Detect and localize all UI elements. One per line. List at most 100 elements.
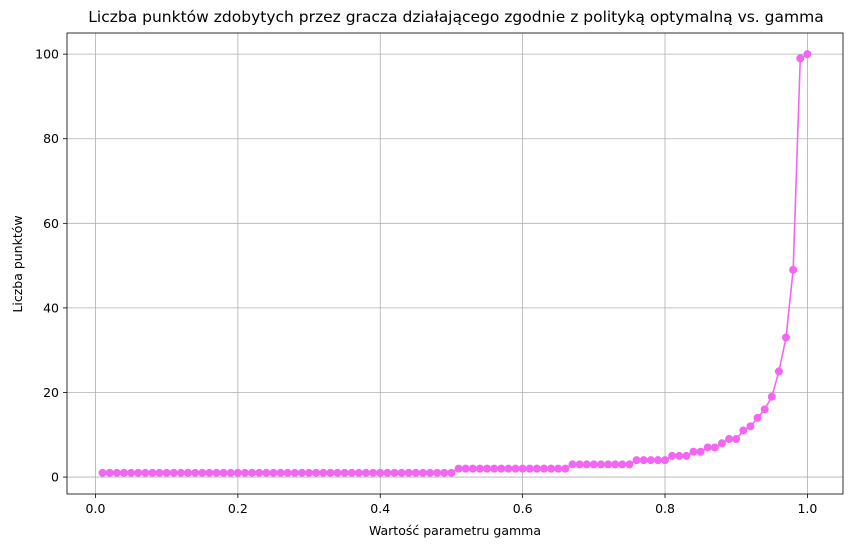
data-point [639, 456, 648, 465]
data-point [297, 468, 306, 477]
data-point [119, 468, 128, 477]
data-point [155, 468, 164, 477]
data-point [112, 468, 121, 477]
data-point [426, 468, 435, 477]
data-point [262, 468, 271, 477]
data-point [532, 464, 541, 473]
data-point [732, 435, 741, 444]
data-point [618, 460, 627, 469]
data-point [717, 439, 726, 448]
data-point [333, 468, 342, 477]
data-point [233, 468, 242, 477]
data-point [604, 460, 613, 469]
data-point [219, 468, 228, 477]
data-point [575, 460, 584, 469]
data-point [290, 468, 299, 477]
data-point [796, 54, 805, 63]
y-tick-label: 0 [51, 470, 59, 485]
data-point [319, 468, 328, 477]
y-tick-label: 80 [43, 131, 59, 146]
data-point [689, 447, 698, 456]
data-point [134, 468, 143, 477]
y-tick-label: 100 [35, 47, 59, 62]
data-point [212, 468, 221, 477]
data-point [511, 464, 520, 473]
series-polyline [102, 53, 808, 474]
x-tick-label: 1.0 [797, 501, 817, 516]
data-point [354, 468, 363, 477]
data-point [589, 460, 598, 469]
data-point [404, 468, 413, 477]
data-point [789, 265, 798, 274]
data-point [98, 468, 107, 477]
data-point [518, 464, 527, 473]
data-point [803, 50, 812, 59]
y-axis-label: Liczba punktów [10, 215, 25, 312]
data-point [418, 468, 427, 477]
x-tick-label: 0.0 [86, 501, 106, 516]
data-point [461, 464, 470, 473]
data-point [105, 468, 114, 477]
data-point [554, 464, 563, 473]
data-point [703, 443, 712, 452]
data-point [390, 468, 399, 477]
data-point [782, 333, 791, 342]
data-point [226, 468, 235, 477]
data-point [397, 468, 406, 477]
data-point [248, 468, 257, 477]
data-point [191, 468, 200, 477]
chart-title: Liczba punktów zdobytych przez gracza dz… [88, 8, 823, 26]
data-point [725, 435, 734, 444]
y-tick-label: 60 [43, 216, 59, 231]
data-point [176, 468, 185, 477]
data-point [668, 451, 677, 460]
data-point [710, 443, 719, 452]
plot-frame [66, 32, 844, 495]
data-point [141, 468, 150, 477]
data-point [255, 468, 264, 477]
data-point [547, 464, 556, 473]
data-point [347, 468, 356, 477]
y-tick-label: 20 [43, 385, 59, 400]
data-point [611, 460, 620, 469]
x-axis-ticks: 0.0 0.2 0.4 0.6 0.8 1.0 [86, 494, 817, 516]
data-point [675, 451, 684, 460]
data-point [561, 464, 570, 473]
data-point [340, 468, 349, 477]
y-axis-ticks: 0 20 40 60 80 100 [35, 47, 67, 485]
x-axis-label: Wartość parametru gamma [369, 523, 541, 538]
data-points [98, 50, 812, 477]
x-tick-label: 0.4 [370, 501, 390, 516]
data-point [632, 456, 641, 465]
data-point [468, 464, 477, 473]
x-tick-label: 0.8 [655, 501, 675, 516]
data-point [454, 464, 463, 473]
data-point [383, 468, 392, 477]
data-point [184, 468, 193, 477]
data-point [525, 464, 534, 473]
data-point [376, 468, 385, 477]
data-point [475, 464, 484, 473]
data-point [753, 413, 762, 422]
data-point [411, 468, 420, 477]
data-point [582, 460, 591, 469]
data-point [539, 464, 548, 473]
data-point [760, 405, 769, 414]
data-point [312, 468, 321, 477]
y-tick-label: 40 [43, 300, 59, 315]
data-point [169, 468, 178, 477]
series-line [102, 53, 808, 474]
data-point [682, 451, 691, 460]
data-point [283, 468, 292, 477]
data-point [127, 468, 136, 477]
data-point [746, 422, 755, 431]
data-point [625, 460, 634, 469]
data-point [696, 447, 705, 456]
x-tick-label: 0.2 [228, 501, 248, 516]
data-point [198, 468, 207, 477]
data-point [490, 464, 499, 473]
data-point [433, 468, 442, 477]
data-point [596, 460, 605, 469]
data-point [483, 464, 492, 473]
